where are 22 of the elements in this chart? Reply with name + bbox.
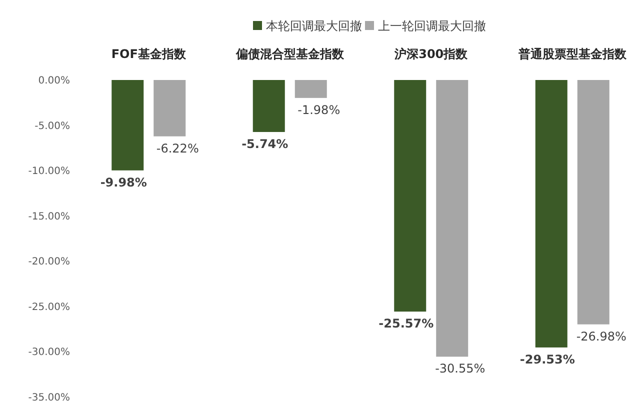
data-label: -9.98% bbox=[100, 175, 147, 190]
data-label: -26.98% bbox=[576, 329, 626, 344]
y-tick-label: -5.00% bbox=[34, 120, 70, 132]
data-label: -30.55% bbox=[435, 362, 486, 376]
legend-label: 本轮回调最大回撤 bbox=[266, 19, 362, 34]
data-label: -1.98% bbox=[298, 102, 340, 117]
legend-label: 上一轮回调最大回撤 bbox=[378, 19, 486, 34]
y-tick-label: -15.00% bbox=[28, 211, 70, 222]
data-label: -25.57% bbox=[378, 316, 434, 331]
x-tick-label: 偏债混合型基金指数 bbox=[234, 47, 345, 61]
y-tick-label: -10.00% bbox=[28, 166, 70, 178]
y-tick-label: -20.00% bbox=[28, 256, 70, 268]
x-tick-label: 沪深300指数 bbox=[394, 47, 469, 61]
x-tick-label: 普通股票型基金指数 bbox=[517, 47, 628, 61]
y-tick-label: -30.00% bbox=[28, 347, 70, 358]
data-label: -29.53% bbox=[520, 352, 575, 366]
y-tick-label: -25.00% bbox=[28, 302, 70, 313]
y-tick-label: 0.00% bbox=[38, 76, 70, 86]
data-label: -6.22% bbox=[156, 141, 199, 156]
x-tick-label: FOF基金指数 bbox=[111, 47, 187, 61]
data-label: -5.74% bbox=[242, 136, 288, 151]
y-tick-label: -35.00% bbox=[28, 392, 70, 401]
